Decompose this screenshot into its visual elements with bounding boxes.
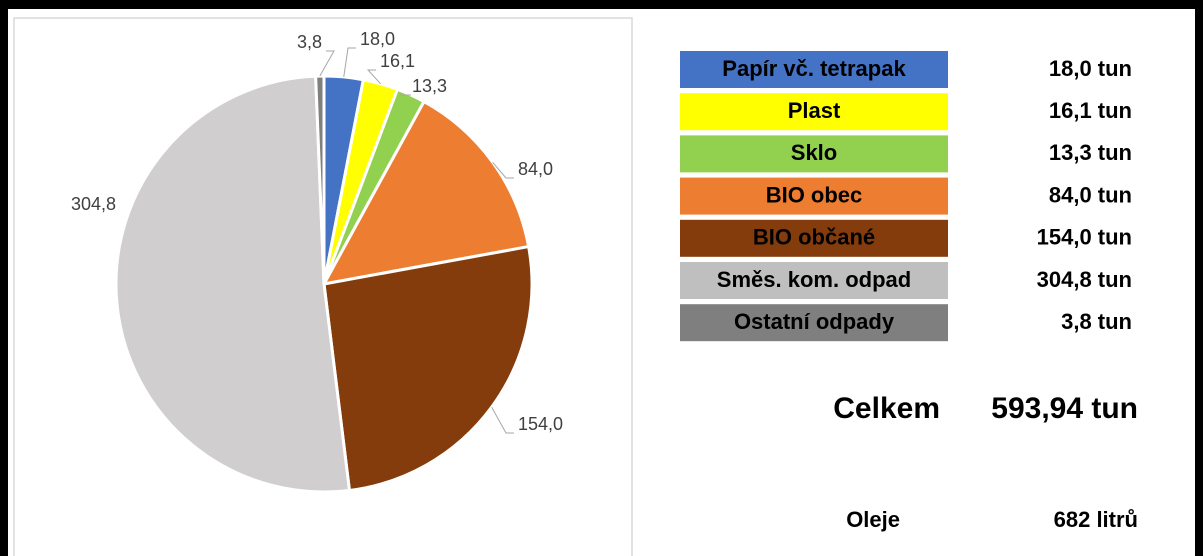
amount: 18,0 tun [1049,56,1132,81]
legend-label: BIO občané [753,225,875,250]
legend-label: BIO obec [766,182,863,207]
summary-label: Celkem [833,392,940,425]
amount: 16,1 tun [1049,98,1132,123]
amount: 154,0 tun [1037,225,1132,250]
left-border [0,0,8,556]
data-label: 154,0 [518,414,563,434]
legend-label: Papír vč. tetrapak [722,56,906,81]
legend-cell [680,304,948,342]
legend-table: Papír vč. tetrapak 18,0 tun Plast 16,1 tun S… [680,51,1138,532]
legend-label: Ostatní odpady [734,309,895,334]
amount: 3,8 tun [1061,309,1132,334]
right-border [1195,0,1203,556]
top-border [0,0,1203,9]
legend-cell [680,51,948,88]
pie-slice [321,99,531,287]
data-label: 84,0 [518,159,553,179]
pie: 18,016,1 13,3 84,0 154,0 304,8 3,8 [71,29,563,494]
amount: 304,8 tun [1037,267,1132,292]
legend-cell [680,219,948,257]
legend-label: Směs. kom. odpad [717,267,911,292]
legend-label: Sklo [791,140,837,165]
leader-line [319,50,335,77]
leader-line [492,161,514,179]
pie-slice [322,244,534,493]
data-label: 13,3 [412,76,447,96]
summary-amount: 593,94 tun [991,392,1138,425]
data-label: 304,8 [71,194,116,214]
legend-cell [680,93,948,131]
legend-label: Plast [788,98,841,123]
legend-cell [680,135,948,173]
leader-line [366,69,381,85]
amount: 84,0 tun [1049,182,1132,207]
summary-label: Oleje [846,507,900,532]
summary-amount: 682 litrů [1054,507,1138,532]
data-label: 16,1 [380,51,415,71]
leader-line [343,47,356,78]
legend-cell [680,262,948,299]
legend-cell [680,177,948,215]
pie-slice [114,74,352,494]
leader-line [491,406,514,434]
amount: 13,3 tun [1049,140,1132,165]
data-label: 18,0 [360,29,395,49]
data-label: 3,8 [297,32,322,52]
